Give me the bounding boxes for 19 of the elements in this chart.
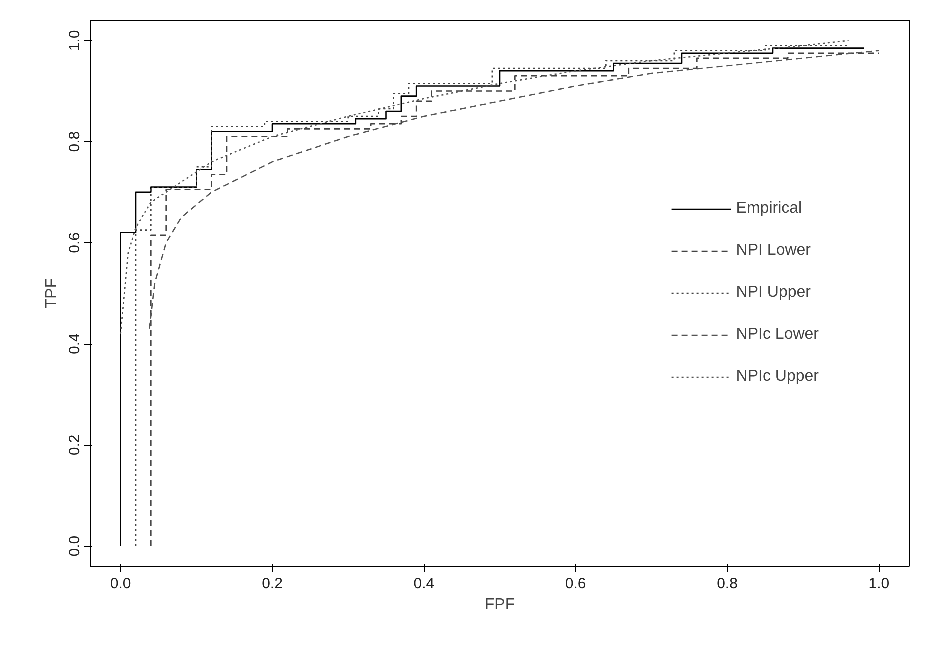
- x-tick-label: 0.0: [110, 576, 132, 592]
- y-tick-label: 0.8: [66, 131, 84, 152]
- legend-label: NPIc Upper: [736, 368, 819, 386]
- legend-label: NPI Lower: [736, 242, 811, 260]
- x-tick-label: 0.4: [414, 576, 435, 592]
- x-tick-label: 0.6: [565, 576, 586, 592]
- x-tick-label: 1.0: [868, 576, 890, 592]
- legend-label: NPIc Lower: [736, 326, 819, 344]
- legend-label: Empirical: [736, 200, 802, 218]
- x-axis-title: FPF: [484, 596, 516, 614]
- y-tick-label: 0.4: [66, 334, 84, 354]
- y-tick-label: 0.6: [66, 232, 84, 254]
- x-tick-label: 0.2: [262, 576, 283, 592]
- y-axis-title: TPF: [44, 278, 60, 309]
- y-tick-label: 0.2: [66, 434, 84, 456]
- legend-label: NPI Upper: [736, 284, 811, 302]
- y-tick-label: 0.0: [66, 536, 84, 557]
- y-tick-label: 1.0: [66, 30, 84, 52]
- x-tick-label: 0.8: [717, 576, 738, 592]
